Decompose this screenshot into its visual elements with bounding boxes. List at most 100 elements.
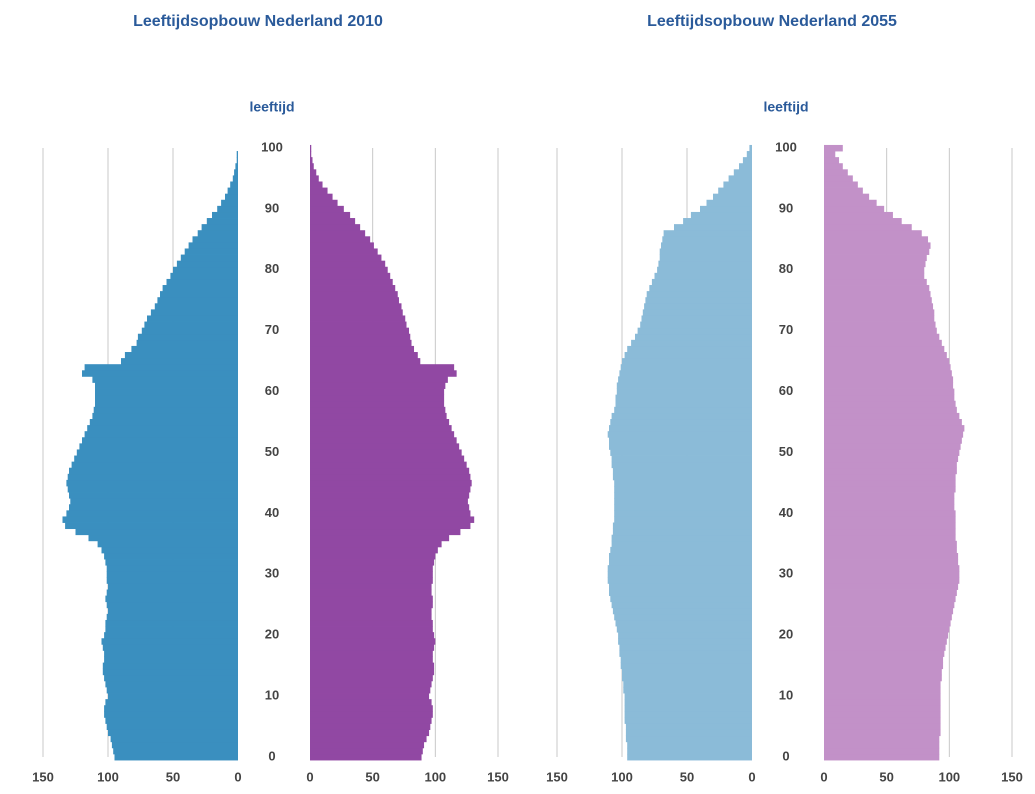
bar (160, 291, 238, 298)
bar (110, 735, 238, 743)
bar (824, 400, 956, 408)
bar (824, 711, 941, 718)
bar (108, 583, 238, 590)
bar (614, 406, 752, 414)
bar (824, 498, 955, 505)
bar (661, 242, 752, 249)
bar (824, 437, 962, 444)
bar (615, 400, 752, 408)
bar (310, 552, 436, 560)
bar (225, 193, 238, 201)
bar (824, 376, 954, 383)
y-tick-label: 30 (265, 566, 279, 581)
bar (824, 577, 960, 584)
bar (824, 260, 926, 268)
bar (824, 613, 952, 621)
bar (69, 467, 238, 475)
bar (622, 668, 752, 676)
bar (166, 278, 238, 286)
bar (84, 364, 238, 371)
bar (739, 163, 752, 170)
bar (614, 504, 752, 511)
bar (105, 699, 239, 706)
bar (310, 260, 386, 268)
bar (824, 479, 956, 487)
bar (310, 205, 344, 213)
bar (654, 272, 752, 280)
bar (824, 583, 959, 590)
bar (706, 199, 752, 207)
bar (824, 187, 863, 195)
bar (620, 656, 752, 664)
chart-title: Leeftijdsopbouw Nederland 2010 (133, 13, 383, 30)
bar (662, 236, 752, 243)
bar (92, 412, 239, 420)
bar (102, 662, 238, 670)
bar (612, 522, 752, 530)
bar (157, 297, 238, 304)
bar (641, 315, 752, 322)
bar (610, 449, 752, 456)
bar (824, 735, 940, 743)
bar (723, 181, 752, 188)
bar (310, 224, 361, 231)
bar (121, 358, 238, 365)
bar (824, 218, 902, 225)
bar (645, 297, 752, 304)
bar (66, 510, 239, 517)
bar (619, 370, 752, 377)
bar (310, 242, 374, 249)
bar (611, 601, 752, 609)
bar (106, 589, 238, 597)
bar (310, 626, 433, 633)
bar (70, 498, 238, 505)
bar (137, 333, 238, 341)
bar (824, 461, 957, 469)
bar (105, 559, 239, 566)
bar (624, 705, 752, 712)
bar (173, 266, 238, 274)
bar (609, 559, 752, 566)
bar (824, 151, 836, 158)
bar (824, 169, 848, 176)
bar (310, 546, 438, 554)
bar (635, 333, 752, 341)
bar (824, 552, 959, 560)
bar (612, 607, 752, 615)
bar (746, 151, 752, 158)
y-tick-label: 20 (779, 627, 793, 642)
bar (310, 352, 418, 359)
bar (824, 309, 935, 316)
bar (310, 248, 378, 255)
bar (310, 705, 433, 712)
bar (84, 431, 238, 438)
y-tick-label: 70 (265, 322, 279, 337)
y-tick-label: 0 (268, 748, 275, 763)
chart-title: Leeftijdsopbouw Nederland 2055 (647, 13, 897, 30)
bar (627, 741, 752, 749)
bar (310, 400, 445, 408)
bar (106, 723, 238, 730)
bar (622, 674, 752, 682)
bar (824, 650, 945, 657)
bar (824, 345, 945, 353)
x-tick-label: 150 (1001, 769, 1023, 784)
bar (87, 425, 238, 432)
bar (612, 473, 752, 481)
bar (824, 449, 960, 456)
bar (104, 656, 238, 664)
bar (310, 181, 323, 188)
bar (154, 303, 238, 310)
bar (618, 632, 752, 639)
bar (310, 741, 425, 749)
bar (310, 485, 471, 493)
x-tick-label: 100 (611, 769, 633, 784)
bar (310, 211, 351, 219)
bar (824, 638, 947, 645)
bar (310, 747, 423, 755)
bar (824, 516, 956, 523)
bar (824, 717, 941, 724)
x-tick-label: 0 (820, 769, 827, 784)
bar (637, 327, 752, 335)
